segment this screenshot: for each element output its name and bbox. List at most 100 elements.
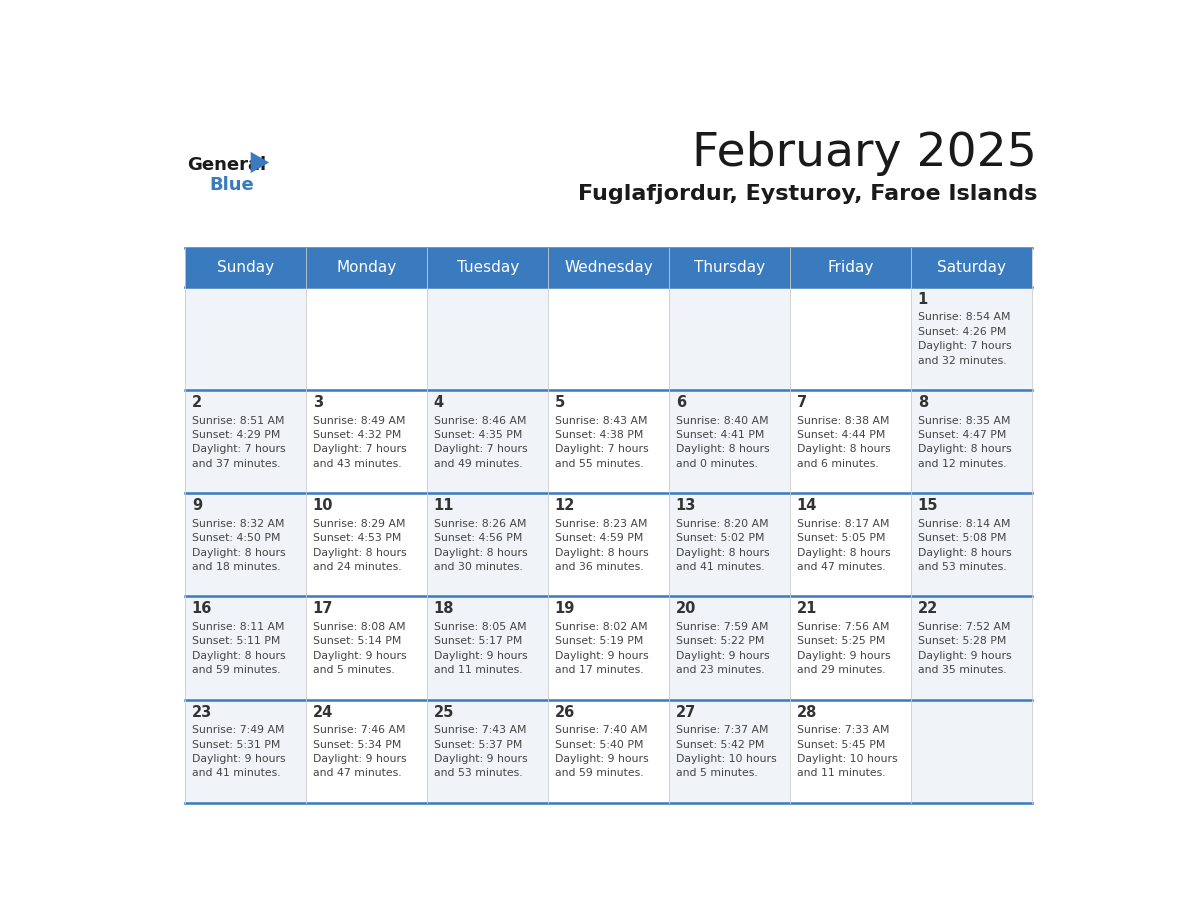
Text: Blue: Blue — [209, 176, 254, 194]
Text: Tuesday: Tuesday — [456, 260, 519, 274]
Text: 24: 24 — [312, 705, 333, 720]
Bar — [428, 287, 549, 390]
Bar — [790, 493, 911, 597]
Bar — [790, 700, 911, 803]
Bar — [185, 287, 307, 390]
Bar — [185, 700, 307, 803]
Text: 23: 23 — [191, 705, 211, 720]
Text: Sunrise: 7:49 AM
Sunset: 5:31 PM
Daylight: 9 hours
and 41 minutes.: Sunrise: 7:49 AM Sunset: 5:31 PM Dayligh… — [191, 725, 285, 778]
Bar — [669, 248, 790, 286]
Bar — [669, 287, 790, 390]
Text: Thursday: Thursday — [694, 260, 765, 274]
Bar — [669, 390, 790, 493]
Text: Saturday: Saturday — [937, 260, 1006, 274]
Text: 17: 17 — [312, 601, 333, 616]
Text: 19: 19 — [555, 601, 575, 616]
Text: General: General — [188, 156, 266, 174]
Bar — [549, 287, 669, 390]
Bar — [911, 493, 1032, 597]
Text: Sunday: Sunday — [217, 260, 274, 274]
Text: 22: 22 — [918, 601, 939, 616]
Text: 15: 15 — [918, 498, 939, 513]
Text: 11: 11 — [434, 498, 454, 513]
Bar — [549, 390, 669, 493]
Text: 25: 25 — [434, 705, 454, 720]
Bar — [307, 700, 428, 803]
Bar — [790, 390, 911, 493]
Text: 12: 12 — [555, 498, 575, 513]
Text: 14: 14 — [797, 498, 817, 513]
Text: 20: 20 — [676, 601, 696, 616]
Bar — [307, 597, 428, 700]
Text: Sunrise: 7:59 AM
Sunset: 5:22 PM
Daylight: 9 hours
and 23 minutes.: Sunrise: 7:59 AM Sunset: 5:22 PM Dayligh… — [676, 621, 770, 675]
Bar — [549, 248, 669, 286]
Bar — [911, 248, 1032, 286]
Text: Sunrise: 8:05 AM
Sunset: 5:17 PM
Daylight: 9 hours
and 11 minutes.: Sunrise: 8:05 AM Sunset: 5:17 PM Dayligh… — [434, 621, 527, 675]
Bar — [911, 597, 1032, 700]
Text: Sunrise: 8:14 AM
Sunset: 5:08 PM
Daylight: 8 hours
and 53 minutes.: Sunrise: 8:14 AM Sunset: 5:08 PM Dayligh… — [918, 519, 1011, 572]
Text: Sunrise: 8:11 AM
Sunset: 5:11 PM
Daylight: 8 hours
and 59 minutes.: Sunrise: 8:11 AM Sunset: 5:11 PM Dayligh… — [191, 621, 285, 675]
Text: 10: 10 — [312, 498, 334, 513]
Bar — [911, 287, 1032, 390]
Text: February 2025: February 2025 — [693, 131, 1037, 176]
Text: Sunrise: 8:49 AM
Sunset: 4:32 PM
Daylight: 7 hours
and 43 minutes.: Sunrise: 8:49 AM Sunset: 4:32 PM Dayligh… — [312, 416, 406, 469]
Text: 18: 18 — [434, 601, 454, 616]
Text: 6: 6 — [676, 395, 685, 410]
Bar — [428, 493, 549, 597]
Text: Sunrise: 8:23 AM
Sunset: 4:59 PM
Daylight: 8 hours
and 36 minutes.: Sunrise: 8:23 AM Sunset: 4:59 PM Dayligh… — [555, 519, 649, 572]
Bar — [307, 248, 428, 286]
Text: 16: 16 — [191, 601, 213, 616]
Bar — [185, 248, 307, 286]
Text: 7: 7 — [797, 395, 807, 410]
Text: 9: 9 — [191, 498, 202, 513]
Text: 26: 26 — [555, 705, 575, 720]
Text: 1: 1 — [918, 292, 928, 307]
Bar — [428, 390, 549, 493]
Polygon shape — [251, 151, 270, 174]
Bar — [669, 597, 790, 700]
Text: Sunrise: 8:29 AM
Sunset: 4:53 PM
Daylight: 8 hours
and 24 minutes.: Sunrise: 8:29 AM Sunset: 4:53 PM Dayligh… — [312, 519, 406, 572]
Text: Sunrise: 8:51 AM
Sunset: 4:29 PM
Daylight: 7 hours
and 37 minutes.: Sunrise: 8:51 AM Sunset: 4:29 PM Dayligh… — [191, 416, 285, 469]
Text: Monday: Monday — [336, 260, 397, 274]
Bar — [790, 597, 911, 700]
Text: Sunrise: 8:08 AM
Sunset: 5:14 PM
Daylight: 9 hours
and 5 minutes.: Sunrise: 8:08 AM Sunset: 5:14 PM Dayligh… — [312, 621, 406, 675]
Text: Sunrise: 8:46 AM
Sunset: 4:35 PM
Daylight: 7 hours
and 49 minutes.: Sunrise: 8:46 AM Sunset: 4:35 PM Dayligh… — [434, 416, 527, 469]
Bar — [911, 700, 1032, 803]
Text: Sunrise: 7:37 AM
Sunset: 5:42 PM
Daylight: 10 hours
and 5 minutes.: Sunrise: 7:37 AM Sunset: 5:42 PM Dayligh… — [676, 725, 777, 778]
Text: Wednesday: Wednesday — [564, 260, 653, 274]
Bar — [428, 700, 549, 803]
Text: Fuglafjordur, Eysturoy, Faroe Islands: Fuglafjordur, Eysturoy, Faroe Islands — [577, 185, 1037, 205]
Text: 4: 4 — [434, 395, 444, 410]
Bar — [307, 493, 428, 597]
Bar — [307, 390, 428, 493]
Bar — [669, 700, 790, 803]
Text: Sunrise: 8:40 AM
Sunset: 4:41 PM
Daylight: 8 hours
and 0 minutes.: Sunrise: 8:40 AM Sunset: 4:41 PM Dayligh… — [676, 416, 770, 469]
Text: 5: 5 — [555, 395, 565, 410]
Bar — [549, 493, 669, 597]
Bar — [185, 493, 307, 597]
Text: 13: 13 — [676, 498, 696, 513]
Text: Sunrise: 8:02 AM
Sunset: 5:19 PM
Daylight: 9 hours
and 17 minutes.: Sunrise: 8:02 AM Sunset: 5:19 PM Dayligh… — [555, 621, 649, 675]
Text: Sunrise: 8:43 AM
Sunset: 4:38 PM
Daylight: 7 hours
and 55 minutes.: Sunrise: 8:43 AM Sunset: 4:38 PM Dayligh… — [555, 416, 649, 469]
Text: Sunrise: 7:46 AM
Sunset: 5:34 PM
Daylight: 9 hours
and 47 minutes.: Sunrise: 7:46 AM Sunset: 5:34 PM Dayligh… — [312, 725, 406, 778]
Bar — [549, 700, 669, 803]
Text: Sunrise: 8:38 AM
Sunset: 4:44 PM
Daylight: 8 hours
and 6 minutes.: Sunrise: 8:38 AM Sunset: 4:44 PM Dayligh… — [797, 416, 891, 469]
Bar — [790, 248, 911, 286]
Text: Sunrise: 8:54 AM
Sunset: 4:26 PM
Daylight: 7 hours
and 32 minutes.: Sunrise: 8:54 AM Sunset: 4:26 PM Dayligh… — [918, 312, 1011, 365]
Bar — [549, 597, 669, 700]
Text: Friday: Friday — [828, 260, 874, 274]
Text: Sunrise: 8:35 AM
Sunset: 4:47 PM
Daylight: 8 hours
and 12 minutes.: Sunrise: 8:35 AM Sunset: 4:47 PM Dayligh… — [918, 416, 1011, 469]
Text: Sunrise: 8:17 AM
Sunset: 5:05 PM
Daylight: 8 hours
and 47 minutes.: Sunrise: 8:17 AM Sunset: 5:05 PM Dayligh… — [797, 519, 891, 572]
Bar — [185, 597, 307, 700]
Text: 27: 27 — [676, 705, 696, 720]
Bar — [428, 597, 549, 700]
Text: Sunrise: 7:52 AM
Sunset: 5:28 PM
Daylight: 9 hours
and 35 minutes.: Sunrise: 7:52 AM Sunset: 5:28 PM Dayligh… — [918, 621, 1011, 675]
Bar — [307, 287, 428, 390]
Text: Sunrise: 8:26 AM
Sunset: 4:56 PM
Daylight: 8 hours
and 30 minutes.: Sunrise: 8:26 AM Sunset: 4:56 PM Dayligh… — [434, 519, 527, 572]
Bar — [790, 287, 911, 390]
Text: 28: 28 — [797, 705, 817, 720]
Text: Sunrise: 7:43 AM
Sunset: 5:37 PM
Daylight: 9 hours
and 53 minutes.: Sunrise: 7:43 AM Sunset: 5:37 PM Dayligh… — [434, 725, 527, 778]
Bar — [185, 390, 307, 493]
Text: Sunrise: 7:33 AM
Sunset: 5:45 PM
Daylight: 10 hours
and 11 minutes.: Sunrise: 7:33 AM Sunset: 5:45 PM Dayligh… — [797, 725, 897, 778]
Text: Sunrise: 7:40 AM
Sunset: 5:40 PM
Daylight: 9 hours
and 59 minutes.: Sunrise: 7:40 AM Sunset: 5:40 PM Dayligh… — [555, 725, 649, 778]
